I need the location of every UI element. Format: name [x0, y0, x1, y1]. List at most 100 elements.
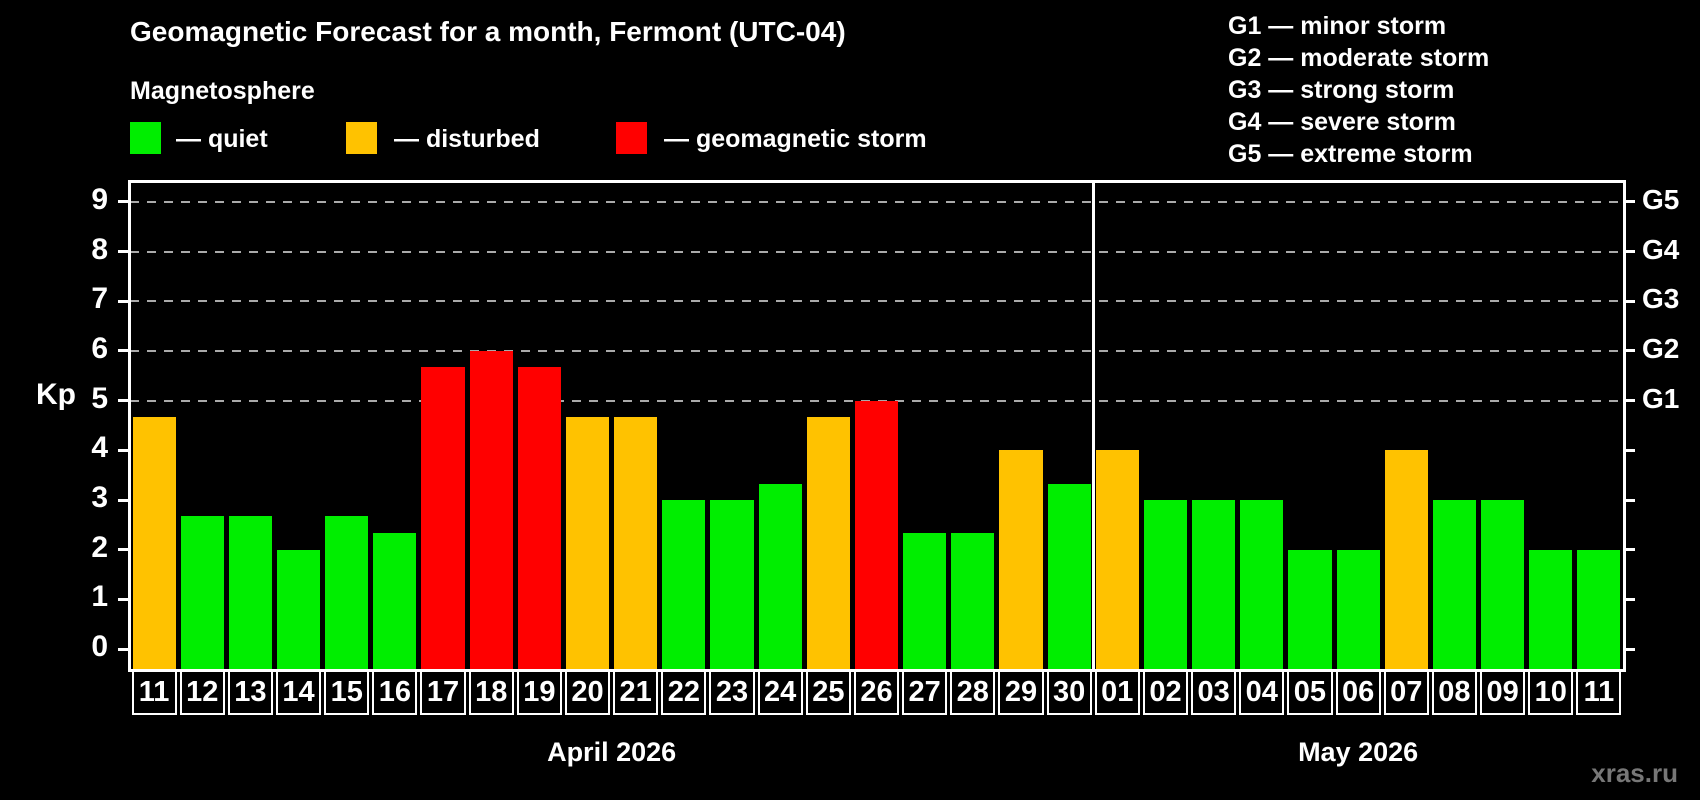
kp-bar-17: [421, 367, 465, 669]
day-label-30: 30: [1046, 669, 1092, 715]
month-label: May 2026: [1298, 737, 1419, 767]
kp-bar-29: [999, 450, 1043, 669]
g-legend-line: G3 — strong storm: [1228, 76, 1455, 104]
kp-bar-08: [1432, 500, 1476, 669]
day-label-05: 05: [1287, 669, 1333, 715]
y-tick-right: [1623, 597, 1635, 601]
day-label-22: 22: [661, 669, 707, 715]
kp-bar-14: [276, 549, 321, 669]
g-legend-line: G5 — extreme storm: [1228, 140, 1473, 168]
day-label-20: 20: [564, 669, 611, 715]
magnetosphere-subtitle: Magnetosphere: [130, 77, 315, 105]
day-label-25: 25: [805, 669, 851, 715]
kp-bar-18: [469, 350, 513, 669]
storm-swatch-icon: [616, 122, 647, 154]
kp-bar-19: [517, 367, 561, 669]
y-tick-label: 7: [91, 282, 108, 316]
day-label-29: 29: [998, 669, 1044, 715]
y-tick-right: [1623, 548, 1635, 552]
disturbed-legend-label: — disturbed: [394, 125, 540, 153]
kp-bar-16: [373, 533, 417, 669]
y-tick-left: [118, 647, 130, 651]
gridline-G2: [130, 349, 1623, 352]
disturbed-swatch-icon: [346, 122, 377, 154]
gridline-G5: [130, 200, 1623, 203]
kp-bar-11: [132, 417, 176, 669]
y-tick-label: 3: [91, 481, 108, 515]
y-tick-label: 0: [91, 630, 108, 664]
day-label-03: 03: [1191, 669, 1237, 715]
y-tick-left: [118, 548, 130, 552]
gridline-G3: [130, 300, 1623, 303]
y-tick-label: 5: [91, 381, 108, 415]
y-tick-left: [118, 349, 130, 353]
watermark: xras.ru: [1591, 758, 1678, 788]
kp-bar-21: [614, 417, 658, 669]
kp-bar-25: [806, 417, 850, 669]
y-tick-right: [1623, 498, 1635, 502]
storm-legend-label: — geomagnetic storm: [664, 125, 927, 153]
kp-bar-11: [1577, 549, 1621, 669]
day-label-04: 04: [1239, 669, 1285, 715]
y-tick-right: [1623, 349, 1635, 353]
day-label-06: 06: [1335, 669, 1381, 715]
kp-bar-03: [1192, 500, 1236, 669]
kp-bar-10: [1529, 549, 1573, 669]
g-legend-line: G1 — minor storm: [1228, 12, 1447, 40]
y-tick-right: [1623, 399, 1635, 403]
kp-bar-07: [1384, 450, 1428, 669]
kp-axis-label: Kp: [36, 378, 76, 411]
y-tick-right: [1623, 647, 1635, 651]
day-label-19: 19: [516, 669, 562, 715]
quiet-legend-label: — quiet: [176, 125, 268, 153]
kp-bar-22: [662, 500, 706, 669]
g-level-label-G3: G3: [1642, 283, 1680, 315]
day-label-14: 14: [275, 669, 322, 715]
kp-bar-26: [854, 400, 899, 669]
g-scale-legend: G1 — minor storm G2 — moderate storm G3 — …: [1228, 10, 1489, 170]
kp-bar-12: [180, 516, 224, 669]
kp-bar-24: [758, 483, 802, 669]
y-tick-label: 1: [91, 580, 108, 614]
month-divider: [1091, 182, 1095, 669]
y-tick-right: [1623, 200, 1635, 204]
kp-bar-28: [951, 533, 995, 669]
kp-bar-15: [325, 516, 369, 669]
y-tick-label: 9: [91, 182, 108, 216]
day-label-28: 28: [950, 669, 996, 715]
g-legend-line: G4 — severe storm: [1228, 108, 1456, 136]
y-tick-right: [1623, 448, 1635, 452]
g-level-label-G1: G1: [1642, 382, 1680, 414]
kp-bar-06: [1336, 549, 1380, 669]
day-label-01: 01: [1094, 669, 1140, 715]
y-tick-left: [118, 448, 130, 452]
day-label-12: 12: [179, 669, 225, 715]
day-label-07: 07: [1383, 669, 1429, 715]
day-label-16: 16: [372, 669, 418, 715]
day-label-23: 23: [709, 669, 755, 715]
kp-bar-04: [1240, 500, 1284, 669]
month-label: April 2026: [547, 737, 677, 767]
day-label-09: 09: [1480, 669, 1526, 715]
day-label-18: 18: [468, 669, 514, 715]
kp-bar-09: [1481, 500, 1525, 669]
day-label-11: 11: [1576, 669, 1622, 715]
gridline-G4: [130, 250, 1623, 253]
page-title: Geomagnetic Forecast for a month, Fermon…: [130, 16, 846, 47]
day-label-11: 11: [131, 669, 177, 715]
g-level-label-G2: G2: [1642, 332, 1680, 364]
quiet-swatch-icon: [130, 122, 161, 154]
y-tick-label: 4: [91, 431, 108, 465]
y-tick-left: [118, 498, 130, 502]
day-label-24: 24: [757, 669, 803, 715]
day-label-08: 08: [1431, 669, 1477, 715]
kp-bar-05: [1288, 549, 1332, 669]
y-tick-left: [118, 250, 130, 254]
kp-bar-30: [1047, 483, 1091, 669]
g-legend-line: G2 — moderate storm: [1228, 44, 1490, 72]
day-label-21: 21: [613, 669, 659, 715]
day-label-15: 15: [324, 669, 370, 715]
kp-bar-20: [565, 417, 610, 669]
y-tick-label: 2: [91, 530, 108, 564]
y-tick-left: [118, 299, 130, 303]
